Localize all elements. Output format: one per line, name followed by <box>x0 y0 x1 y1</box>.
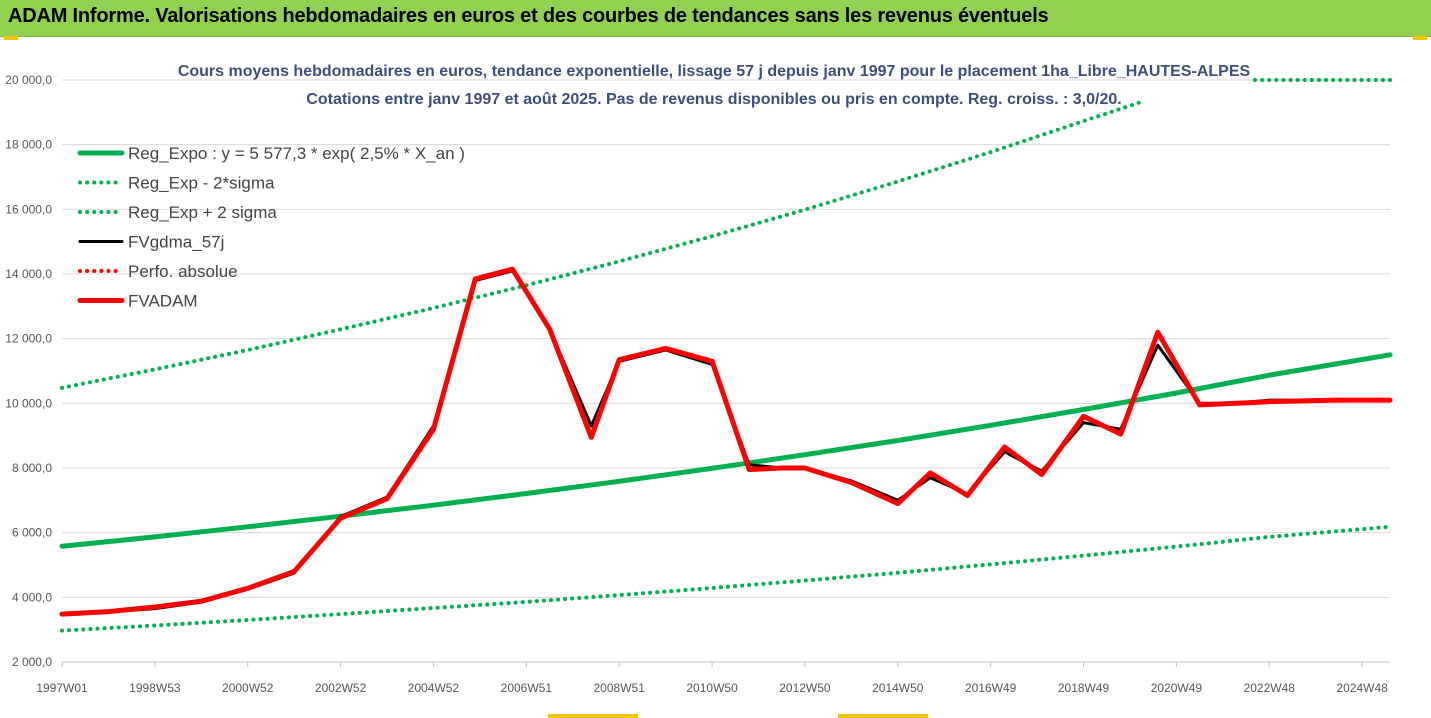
x-tick-label: 2018W49 <box>1058 681 1110 695</box>
fvgdma-57j-line <box>60 269 1392 615</box>
y-tick-label: 8 000,0 <box>12 461 52 475</box>
reg-expo-line <box>59 352 1393 549</box>
reg-exp-plus-2sigma-line <box>60 100 1142 390</box>
frame-corner-top-left <box>4 36 18 40</box>
frame-corner-bottom-center-right <box>838 714 928 718</box>
x-tick-label: 2020W49 <box>1151 681 1203 695</box>
legend: Reg_Expo : y = 5 577,3 * exp( 2,5% * X_a… <box>77 144 465 311</box>
y-tick-label: 20 000,0 <box>5 73 52 87</box>
legend-label: Perfo. absolue <box>128 262 238 281</box>
y-tick-label: 18 000,0 <box>5 138 52 152</box>
report-title: ADAM Informe. Valorisations hebdomadaire… <box>8 5 1049 27</box>
x-tick-label: 2022W48 <box>1244 681 1296 695</box>
legend-label: Reg_Exp + 2 sigma <box>128 203 277 222</box>
axis-labels: 2 000,0 4 000,0 6 000,0 8 000,0 10 000,0 12 0… <box>5 73 1388 695</box>
x-tick-label: 2008W51 <box>594 681 646 695</box>
x-tick-label: 2006W51 <box>501 681 553 695</box>
fvadam-line <box>59 266 1393 617</box>
y-tick-label: 12 000,0 <box>5 332 52 346</box>
grid-lines <box>61 79 1390 667</box>
x-tick-label: 2000W52 <box>222 681 274 695</box>
report-banner: ADAM Informe. Valorisations hebdomadaire… <box>0 0 1431 37</box>
frame-corner-bottom-center-left <box>548 714 638 718</box>
chart-title-line-1: Cours moyens hebdomadaires en euros, ten… <box>178 63 1251 80</box>
y-tick-label: 2 000,0 <box>12 655 52 669</box>
series-lines <box>59 78 1393 633</box>
y-tick-label: 6 000,0 <box>12 526 52 540</box>
x-tick-label: 2014W50 <box>872 681 924 695</box>
legend-label: Reg_Exp - 2*sigma <box>128 174 275 193</box>
x-tick-label: 1997W01 <box>36 681 88 695</box>
x-tick-label: 2010W50 <box>686 681 738 695</box>
y-tick-label: 10 000,0 <box>5 396 52 410</box>
chart-title-line-2: Cotations entre janv 1997 et août 2025. … <box>306 91 1121 108</box>
legend-label: FVgdma_57j <box>128 233 224 252</box>
legend-label: Reg_Expo : y = 5 577,3 * exp( 2,5% * X_a… <box>128 144 465 163</box>
x-tick-label: 1998W53 <box>129 681 181 695</box>
x-tick-label: 2012W50 <box>779 681 831 695</box>
y-tick-label: 16 000,0 <box>5 202 52 216</box>
frame-corner-top-right <box>1413 36 1427 40</box>
x-tick-label: 2016W49 <box>965 681 1017 695</box>
y-tick-label: 14 000,0 <box>5 267 52 281</box>
x-tick-label: 2002W52 <box>315 681 367 695</box>
x-tick-label: 2004W52 <box>408 681 460 695</box>
legend-label: FVADAM <box>128 292 198 311</box>
x-tick-label: 2024W48 <box>1336 681 1388 695</box>
y-tick-label: 4 000,0 <box>12 590 52 604</box>
reg-exp-minus-2sigma-line <box>60 524 1392 633</box>
